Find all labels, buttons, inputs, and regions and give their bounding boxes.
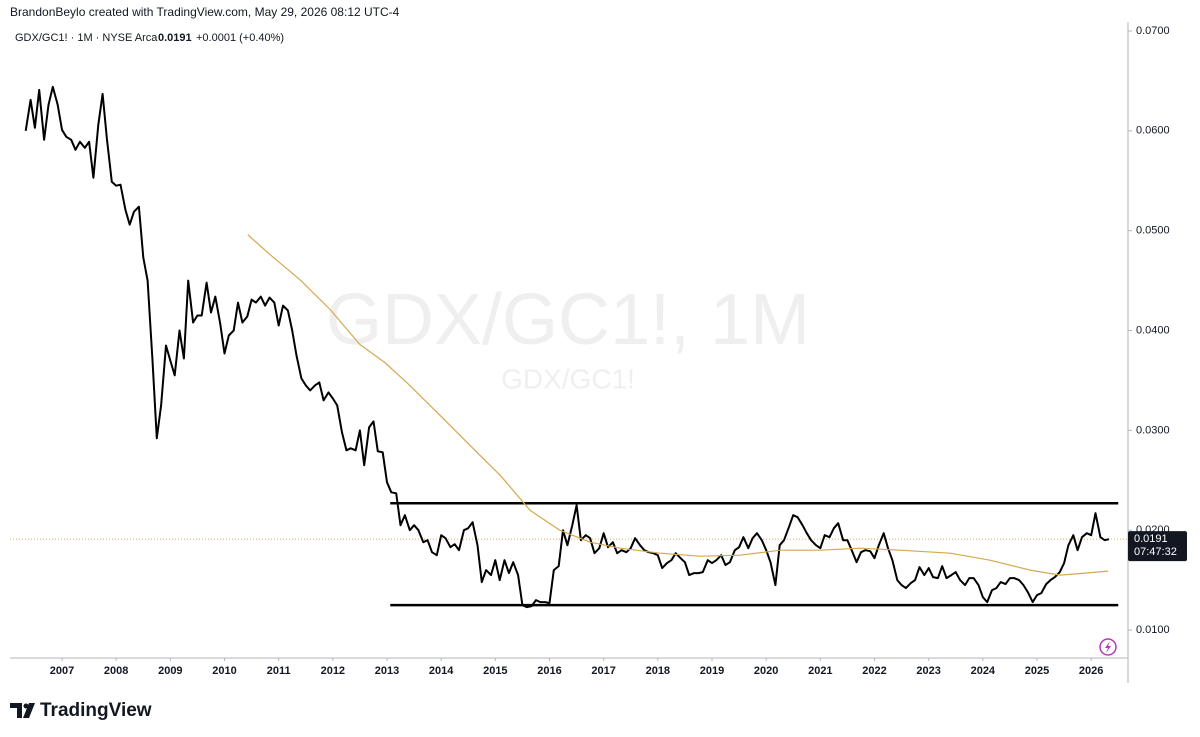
logo[interactable]: TradingView <box>10 700 152 721</box>
x-tick-label: 2022 <box>862 665 886 677</box>
x-tick-label: 2007 <box>50 665 74 677</box>
x-tick-label: 2025 <box>1025 665 1049 677</box>
y-tick-label: 0.0700 <box>1136 25 1170 37</box>
price-line <box>247 234 1109 576</box>
attribution: BrandonBeylo created with TradingView.co… <box>10 5 400 19</box>
x-tick-label: 2010 <box>212 665 236 677</box>
x-tick-label: 2012 <box>321 665 345 677</box>
x-tick-label: 2016 <box>537 665 561 677</box>
price-line <box>24 85 1110 609</box>
logo-text: TradingView <box>40 700 152 721</box>
x-tick-label: 2019 <box>700 665 724 677</box>
change: +0.0001 (+0.40%) <box>196 32 284 44</box>
y-tick-label: 0.0500 <box>1136 225 1170 237</box>
x-tick-label: 2026 <box>1079 665 1103 677</box>
price-tag-value: 0.0191 <box>1134 533 1168 545</box>
x-tick-label: 2013 <box>375 665 399 677</box>
watermark-sub: GDX/GC1! <box>501 363 635 394</box>
x-tick-label: 2023 <box>916 665 940 677</box>
countdown: 07:47:32 <box>1134 546 1177 558</box>
y-tick-label: 0.0600 <box>1136 125 1170 137</box>
x-tick-label: 2015 <box>483 665 507 677</box>
price-tag <box>1128 531 1187 562</box>
watermark: GDX/GC1!, 1M <box>326 280 810 360</box>
y-tick-label: 0.0300 <box>1136 424 1170 436</box>
x-tick-label: 2020 <box>754 665 778 677</box>
x-tick-label: 2018 <box>646 665 670 677</box>
x-tick-label: 2017 <box>591 665 615 677</box>
x-tick-label: 2008 <box>104 665 128 677</box>
last: 0.0191 <box>158 32 192 44</box>
bolt-icon[interactable] <box>1099 638 1117 656</box>
symbol: GDX/GC1! · 1M · NYSE Arca <box>15 32 158 44</box>
y-tick-label: 0.0400 <box>1136 324 1170 336</box>
x-tick-label: 2014 <box>429 665 454 677</box>
x-tick-label: 2009 <box>158 665 182 677</box>
x-tick-label: 2011 <box>267 665 291 677</box>
y-tick-label: 0.0100 <box>1136 624 1170 636</box>
x-tick-label: 2024 <box>971 665 996 677</box>
x-tick-label: 2021 <box>808 665 832 677</box>
